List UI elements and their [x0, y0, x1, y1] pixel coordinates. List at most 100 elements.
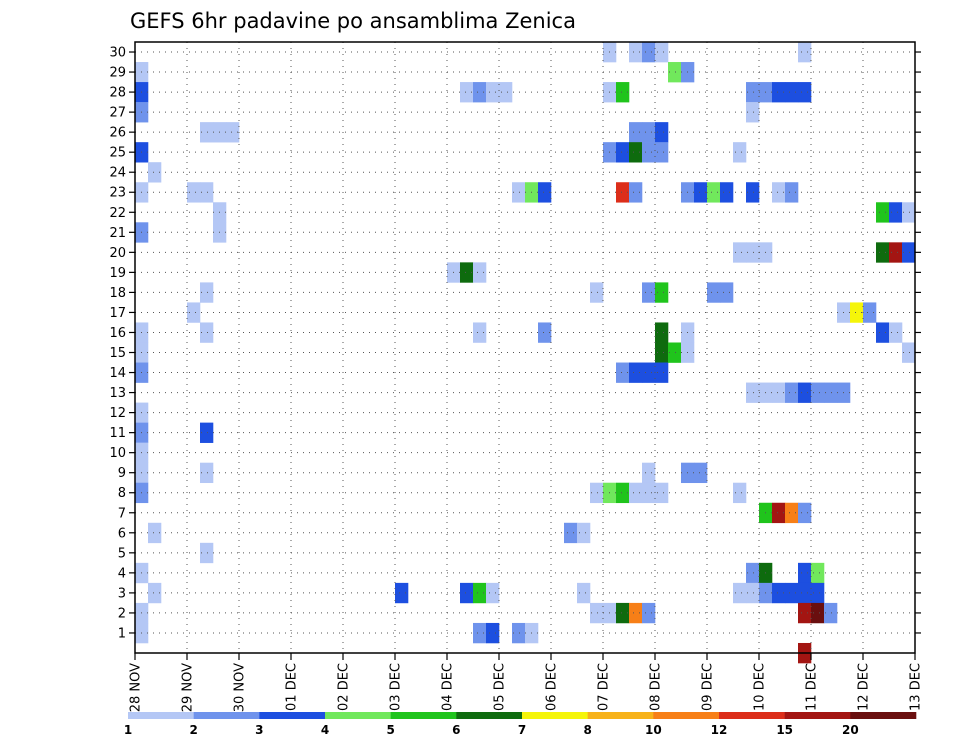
y-tick-label: 16	[109, 326, 126, 341]
heatmap-cell	[798, 382, 812, 403]
legend-swatch	[653, 712, 720, 719]
heatmap-cell	[642, 602, 656, 624]
heatmap-cell	[811, 602, 825, 624]
heatmap-cell	[616, 142, 630, 163]
heatmap-cell	[876, 242, 890, 263]
heatmap-cell	[746, 562, 760, 584]
y-tick-label: 2	[118, 606, 126, 621]
heatmap-cells	[135, 42, 916, 664]
y-tick-label: 15	[109, 346, 126, 361]
heatmap-cell	[772, 182, 786, 203]
legend-label: 10	[645, 723, 662, 737]
heatmap-cell	[460, 582, 474, 604]
heatmap-cell	[642, 282, 656, 303]
y-tick-label: 9	[118, 466, 126, 481]
x-tick-label: 01 DEC	[285, 663, 300, 711]
heatmap-cell	[642, 462, 656, 484]
heatmap-cell	[798, 562, 812, 584]
axis-ticks: 1234567891011121314151617181920212223242…	[109, 46, 923, 713]
heatmap-cell	[616, 182, 630, 203]
chart-title: GEFS 6hr padavine po ansamblima Zenica	[130, 9, 576, 33]
heatmap-cell	[746, 382, 760, 403]
heatmap-cell	[798, 502, 812, 524]
heatmap-cell	[642, 362, 656, 383]
gridlines	[135, 42, 915, 653]
heatmap-cell	[200, 282, 214, 303]
heatmap-cell	[655, 482, 669, 504]
heatmap-cell	[772, 82, 786, 103]
y-tick-label: 22	[109, 206, 126, 221]
heatmap-cell	[486, 582, 500, 604]
heatmap-cell	[577, 522, 591, 544]
heatmap-cell	[655, 322, 669, 343]
legend-swatch	[784, 712, 851, 719]
heatmap-cell	[876, 202, 890, 223]
heatmap-cell	[902, 202, 916, 223]
heatmap-cell	[187, 302, 201, 323]
x-tick-label: 03 DEC	[389, 663, 404, 711]
heatmap-cell	[655, 122, 669, 143]
heatmap-cell	[746, 182, 760, 203]
heatmap-cell	[811, 382, 825, 403]
legend-label: 8	[583, 723, 591, 737]
x-tick-label: 08 DEC	[649, 663, 664, 711]
heatmap-cell	[590, 482, 604, 504]
legend-label: 20	[842, 723, 859, 737]
heatmap-cell	[811, 582, 825, 604]
legend-swatch	[390, 712, 457, 719]
y-tick-label: 24	[109, 166, 126, 181]
heatmap-cell	[629, 362, 643, 383]
heatmap-cell	[785, 582, 799, 604]
heatmap-cell	[499, 82, 513, 103]
legend-swatch	[587, 712, 654, 719]
heatmap-cell	[746, 242, 760, 263]
y-tick-label: 6	[118, 526, 126, 541]
x-tick-label: 12 DEC	[857, 663, 872, 711]
heatmap-cell	[148, 522, 162, 544]
heatmap-cell	[655, 362, 669, 383]
y-tick-label: 1	[118, 626, 126, 641]
x-tick-label: 29 NOV	[181, 663, 196, 712]
y-tick-label: 18	[109, 286, 126, 301]
heatmap-cell	[824, 602, 838, 624]
heatmap-cell	[148, 162, 162, 183]
heatmap-cell	[642, 482, 656, 504]
y-tick-label: 29	[109, 66, 126, 81]
heatmap-cell	[785, 382, 799, 403]
heatmap-cell	[707, 282, 721, 303]
heatmap-cell	[616, 362, 630, 383]
heatmap-cell	[785, 82, 799, 103]
heatmap-cell	[889, 202, 903, 223]
heatmap-cell	[694, 182, 708, 203]
y-tick-label: 27	[109, 106, 126, 121]
y-tick-label: 8	[118, 486, 126, 501]
y-tick-label: 19	[109, 266, 126, 281]
heatmap-cell	[642, 42, 656, 63]
heatmap-cell	[200, 462, 214, 484]
heatmap-cell	[707, 182, 721, 203]
y-tick-label: 21	[109, 226, 126, 241]
heatmap-cell	[226, 122, 240, 143]
y-tick-label: 7	[118, 506, 126, 521]
y-tick-label: 17	[109, 306, 126, 321]
heatmap-cell	[473, 82, 487, 103]
heatmap-cell	[720, 182, 734, 203]
heatmap-cell	[460, 262, 474, 283]
plot-frame	[134, 41, 916, 654]
y-tick-label: 11	[109, 426, 126, 441]
y-tick-label: 26	[109, 126, 126, 141]
heatmap-cell	[733, 582, 747, 604]
heatmap-cell	[785, 502, 799, 524]
heatmap-cell	[655, 342, 669, 363]
heatmap-cell	[200, 322, 214, 343]
y-tick-label: 12	[109, 406, 126, 421]
heatmap-cell	[460, 82, 474, 103]
y-tick-label: 23	[109, 186, 126, 201]
heatmap-cell	[655, 142, 669, 163]
y-tick-label: 25	[109, 146, 126, 161]
heatmap-cell	[486, 622, 500, 644]
legend-swatch	[522, 712, 588, 719]
heatmap-cell	[616, 82, 630, 103]
heatmap-cell	[473, 262, 487, 283]
